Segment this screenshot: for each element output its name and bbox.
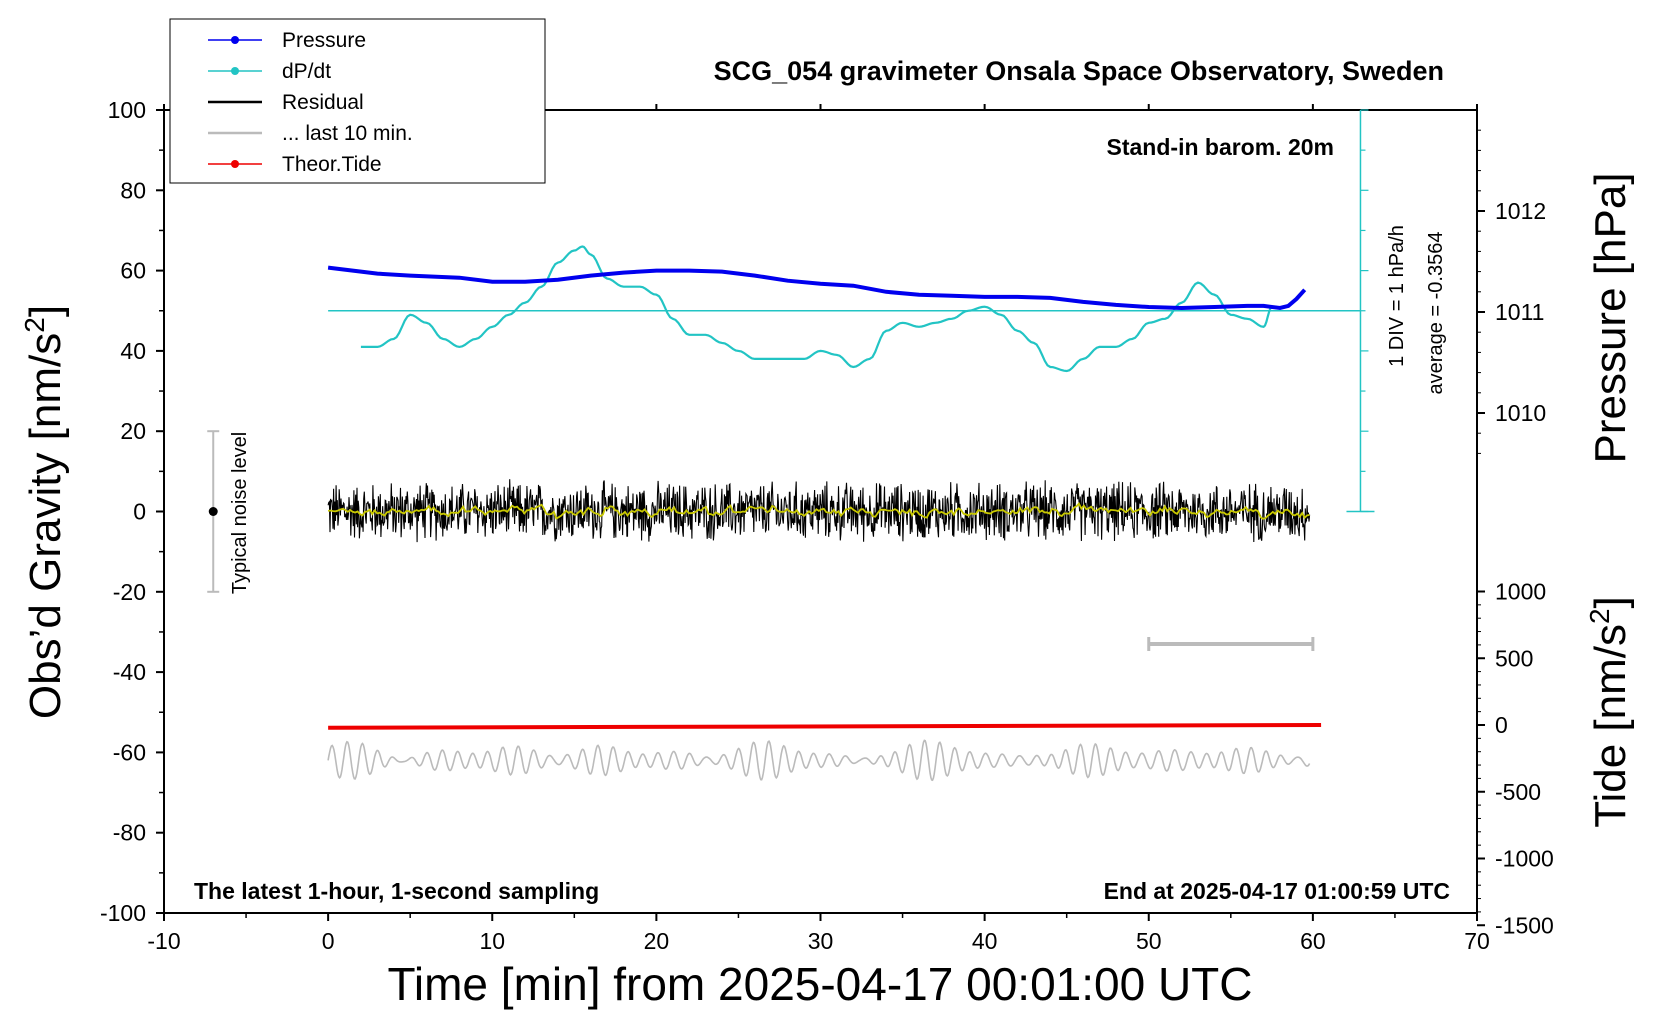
y-tick-label: 60 [120, 258, 146, 284]
legend: Pressure dP/dt Residual ... last 10 min. The… [169, 18, 546, 184]
pressure-series [327, 265, 1307, 311]
legend-label: ... last 10 min. [282, 122, 413, 145]
tide-tick-label: 0 [1495, 712, 1508, 738]
tide-tick-label: -500 [1495, 779, 1541, 805]
legend-marker [231, 36, 239, 44]
pressure-tick-label: 1010 [1495, 400, 1546, 426]
residual-series [327, 479, 1311, 543]
pressure-tick-label: 1012 [1495, 198, 1546, 224]
x-axis-label: Time [min] from 2025-04-17 00:01:00 UTC [388, 958, 1253, 1010]
noise-bar-dot [208, 507, 218, 516]
x-tick-label: 0 [322, 928, 335, 954]
x-tick-label: 30 [808, 928, 834, 954]
tide-series [328, 723, 1322, 730]
x-tick-label: 70 [1464, 928, 1490, 954]
chart-title: SCG_054 gravimeter Onsala Space Observat… [714, 56, 1444, 86]
x-tick-label: 10 [479, 928, 505, 954]
y-axis-tide-label: Tide [nm/s2] [1584, 596, 1635, 828]
x-tick-label: 60 [1300, 928, 1326, 954]
tide-tick-label: 1000 [1495, 579, 1546, 605]
y-axis-pressure: 1012 1011 1010 [1477, 129, 1546, 454]
end-note: End at 2025-04-17 01:00:59 UTC [1104, 878, 1450, 904]
barometer-note: Stand-in barom. 20m [1107, 134, 1334, 160]
x-tick-label: 50 [1136, 928, 1162, 954]
y-tick-label: 40 [120, 338, 146, 364]
y-tick-label: -60 [113, 739, 146, 765]
legend-label: dP/dt [282, 60, 331, 83]
legend-item: Residual [208, 91, 364, 114]
legend-marker [231, 67, 239, 75]
latest-note: The latest 1-hour, 1-second sampling [194, 878, 599, 904]
y-axis-left: 100 80 60 40 20 0 -20 -40 -60 -80 -100 [100, 97, 164, 926]
legend-item: Pressure [208, 29, 366, 52]
legend-item: dP/dt [208, 60, 331, 83]
dpdt-series [360, 245, 1273, 373]
y-tick-label: 0 [133, 499, 146, 525]
average-note: average = -0.3564 [1425, 232, 1447, 395]
y-tick-label: -20 [113, 579, 146, 605]
legend-marker [231, 160, 239, 168]
tide-tick-label: -1500 [1495, 912, 1554, 938]
y-tick-label: -80 [113, 820, 146, 846]
y-axis-tide: 1000 500 0 -500 -1000 -1500 [1477, 579, 1554, 938]
last-10-min-bar [1147, 636, 1315, 651]
noise-level-bar [207, 430, 220, 593]
noise-note: Typical noise level [229, 432, 251, 594]
y-tick-label: 80 [120, 177, 146, 203]
legend-label: Theor.Tide [282, 153, 382, 176]
y-axis-left-label: Obs’d Gravity [nm/s2] [19, 305, 70, 719]
div-note: 1 DIV = 1 hPa/h [1386, 225, 1408, 367]
legend-label: Pressure [282, 29, 366, 52]
tide-tick-label: 500 [1495, 645, 1533, 671]
y-tick-label: -100 [100, 900, 146, 926]
x-tick-label: 40 [972, 928, 998, 954]
x-tick-label: -10 [147, 928, 180, 954]
legend-item: ... last 10 min. [208, 122, 413, 145]
pressure-tick-label: 1011 [1495, 299, 1544, 325]
wave-series [327, 739, 1311, 782]
x-tick-label: 20 [644, 928, 670, 954]
x-axis: -10 0 10 20 30 40 50 60 70 [147, 104, 1490, 954]
y-tick-label: 20 [120, 418, 146, 444]
y-axis-pressure-label: Pressure [hPa] [1586, 172, 1635, 463]
residual-smooth-series [327, 502, 1310, 520]
y-tick-label: -40 [113, 659, 146, 685]
y-tick-label: 100 [108, 97, 146, 123]
legend-label: Residual [282, 91, 364, 114]
legend-item: Theor.Tide [208, 153, 382, 176]
tide-tick-label: -1000 [1495, 846, 1554, 872]
